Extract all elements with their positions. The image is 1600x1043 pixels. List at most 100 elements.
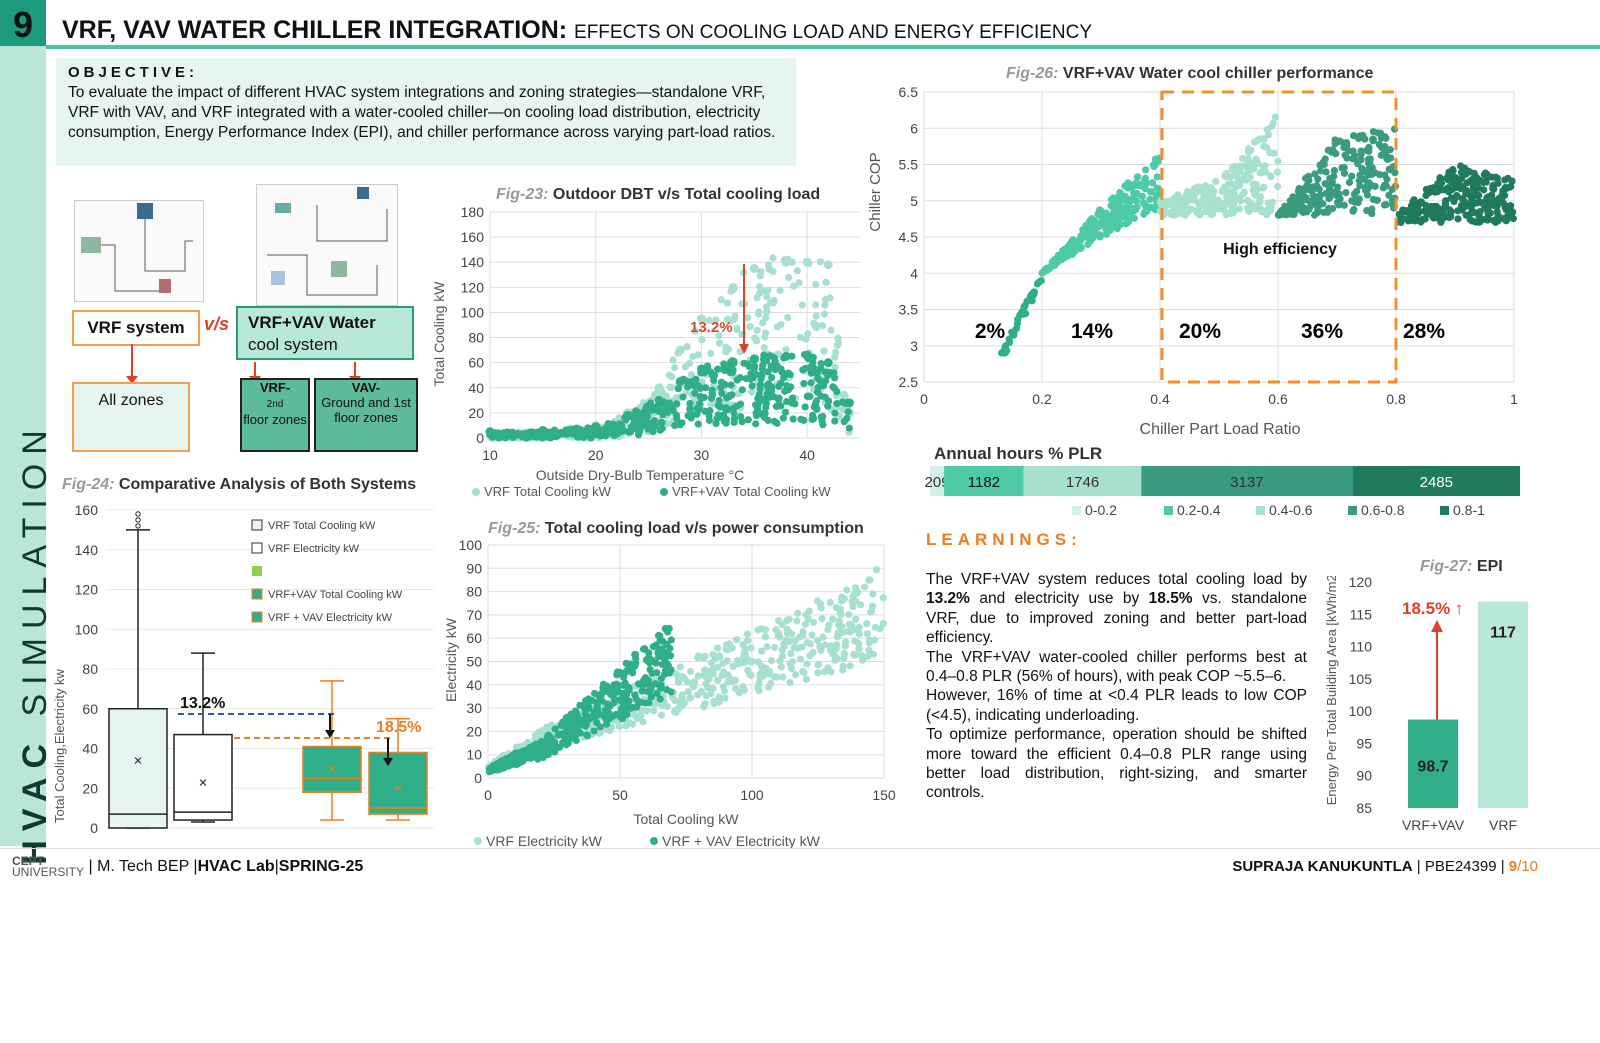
fig23-vav-point-181	[714, 365, 722, 373]
vav-schematic-thumbnail	[256, 184, 398, 306]
fig26-point-1-180	[1116, 197, 1124, 205]
fig23-number: Fig-23:	[496, 186, 549, 203]
fig23-vav-point-373	[800, 380, 808, 388]
fig25-vav-point-347	[562, 732, 570, 740]
fig23-vav-point-199	[744, 416, 752, 424]
fig23-vav-point-425	[752, 401, 760, 409]
fig23-vav-point-509	[584, 429, 593, 437]
fig23-vrf-point-267	[782, 346, 790, 354]
fig27-bar-0	[1408, 719, 1458, 808]
fig26-point-3-228	[1321, 155, 1329, 163]
fig25-vrf-point-12	[777, 663, 785, 671]
fig26-point-2-196	[1184, 187, 1192, 196]
fig23-vav-point-433	[692, 375, 700, 383]
fig25-vav-point-351	[603, 700, 611, 708]
fig25-vrf-point-401	[761, 626, 770, 634]
fig25-vrf-point-479	[697, 688, 705, 696]
fig24-caption: Fig-24: Comparative Analysis of Both Sys…	[62, 476, 416, 494]
fig25-ytick-3: 30	[466, 700, 482, 716]
fig25-vrf-point-356	[854, 588, 862, 596]
fig25-vrf-point-82	[767, 656, 776, 665]
fig26-point-3-63	[1322, 168, 1330, 176]
fig23-vav-point-511	[495, 429, 503, 437]
fig25-vav-point-340	[543, 733, 551, 741]
fig26-point-1-242	[1147, 188, 1155, 196]
fig26-point-1-224	[1151, 161, 1159, 169]
fig23-annotation: 13.2%	[690, 319, 733, 336]
fig23-vav-anchor-5	[675, 377, 685, 386]
fig26-point-3-177	[1357, 150, 1365, 158]
fig26-point-4-249	[1470, 169, 1478, 178]
fig23-ylabel: Total Cooling kW	[431, 281, 447, 387]
fig23-vav-point-358	[808, 415, 816, 424]
fig26-point-2-180	[1218, 187, 1226, 195]
fig24-ytick-0: 0	[90, 820, 98, 836]
fig23-vrf-point-285	[812, 324, 821, 332]
fig25-vrf-point-183	[783, 625, 791, 633]
fig24-outlier-1	[135, 517, 141, 523]
fig25-vrf-point-350	[839, 662, 847, 670]
fig26-point-1-248	[1123, 199, 1132, 207]
fig26-point-2-241	[1261, 162, 1269, 170]
fig23-vav-point-454	[611, 427, 620, 436]
fig26-point-3-67	[1330, 166, 1338, 175]
annual-legend-swatch-2	[1256, 506, 1265, 515]
fig25-legend-marker-1	[650, 837, 658, 845]
fig24-annotation-1: 13.2%	[180, 695, 225, 712]
fig26-point-3-218	[1343, 154, 1351, 162]
fig25-vav-point-329	[572, 736, 580, 745]
fig26-point-4-166	[1489, 184, 1497, 193]
fig25-vrf-point-395	[857, 601, 865, 609]
footer-page: 9	[1508, 858, 1518, 875]
fig26-point-4-203	[1407, 202, 1416, 210]
fig23-vav-point-324	[759, 361, 767, 369]
fig24-mean-marker-1: ×	[199, 774, 208, 791]
fig23-vrf-point-357	[755, 308, 763, 316]
fig25-vav-point-323	[603, 683, 611, 691]
fig26-point-3-222	[1376, 129, 1385, 137]
fig23-vrf-point-214	[694, 351, 702, 359]
fig23-vav-point-354	[775, 382, 783, 391]
fig25-vav-point-357	[582, 697, 590, 705]
fig27-ticks: 85 90 95 100 105 110 115 120	[1349, 576, 1373, 816]
fig25-vrf-point-307	[848, 623, 856, 632]
fig25-vrf-point-339	[855, 623, 863, 631]
fig26-point-2-32	[1212, 177, 1220, 186]
footer-rule	[0, 848, 1600, 849]
fig23-vrf-anchor-8	[749, 264, 759, 273]
fig24-mean-marker-2: ×	[328, 760, 337, 777]
fig26-point-0-18	[1035, 278, 1043, 286]
fig25-vav-point-81	[590, 727, 598, 735]
fig23-vrf-point-39	[784, 273, 793, 282]
fig25-vrf-point-425	[762, 665, 770, 673]
fig26-point-1-178	[1118, 207, 1126, 216]
fig26-point-2-116	[1259, 184, 1267, 192]
fig26-caption: Fig-26: VRF+VAV Water cool chiller perfo…	[1006, 65, 1373, 83]
fig26-point-2-229	[1230, 185, 1238, 193]
fig23-vrf-point-330	[698, 335, 706, 344]
fig25-vav-point-196	[658, 645, 666, 653]
fig25-vav-point-376	[592, 712, 600, 720]
fig25-vav-point-363	[574, 722, 582, 731]
fig26-point-3-77	[1349, 147, 1357, 155]
fig26-point-2-21	[1239, 154, 1247, 163]
fig26-point-1-253	[1084, 221, 1093, 229]
fig23-vav-point-476	[657, 418, 665, 427]
fig26-point-0-39	[1008, 329, 1016, 337]
fig23-vav-point-487	[514, 431, 522, 439]
fig26-point-3-149	[1350, 132, 1358, 140]
fig26-point-4-216	[1463, 179, 1471, 187]
fig23-legend-marker-0	[472, 488, 480, 496]
fig25-vav-point-377	[634, 698, 642, 706]
fig25-ytick-2: 20	[466, 723, 482, 739]
fig23-vrf-point-95	[753, 326, 761, 335]
vav-schematic-drawing	[267, 187, 388, 296]
fig23-vrf-point-133	[748, 388, 756, 396]
fig26-point-3-187	[1315, 185, 1323, 193]
learnings-p3: However, 16% of time at <0.4 PLR leads t…	[926, 687, 1307, 724]
footer-program: M. Tech BEP	[97, 858, 189, 876]
fig23-vav-point-344	[693, 410, 701, 418]
fig27-ylabel: Energy Per Total Building Area [kWh/m2]	[1324, 576, 1339, 805]
fig25-vav-point-306	[639, 645, 648, 653]
fig25-vav-point-308	[619, 681, 627, 689]
